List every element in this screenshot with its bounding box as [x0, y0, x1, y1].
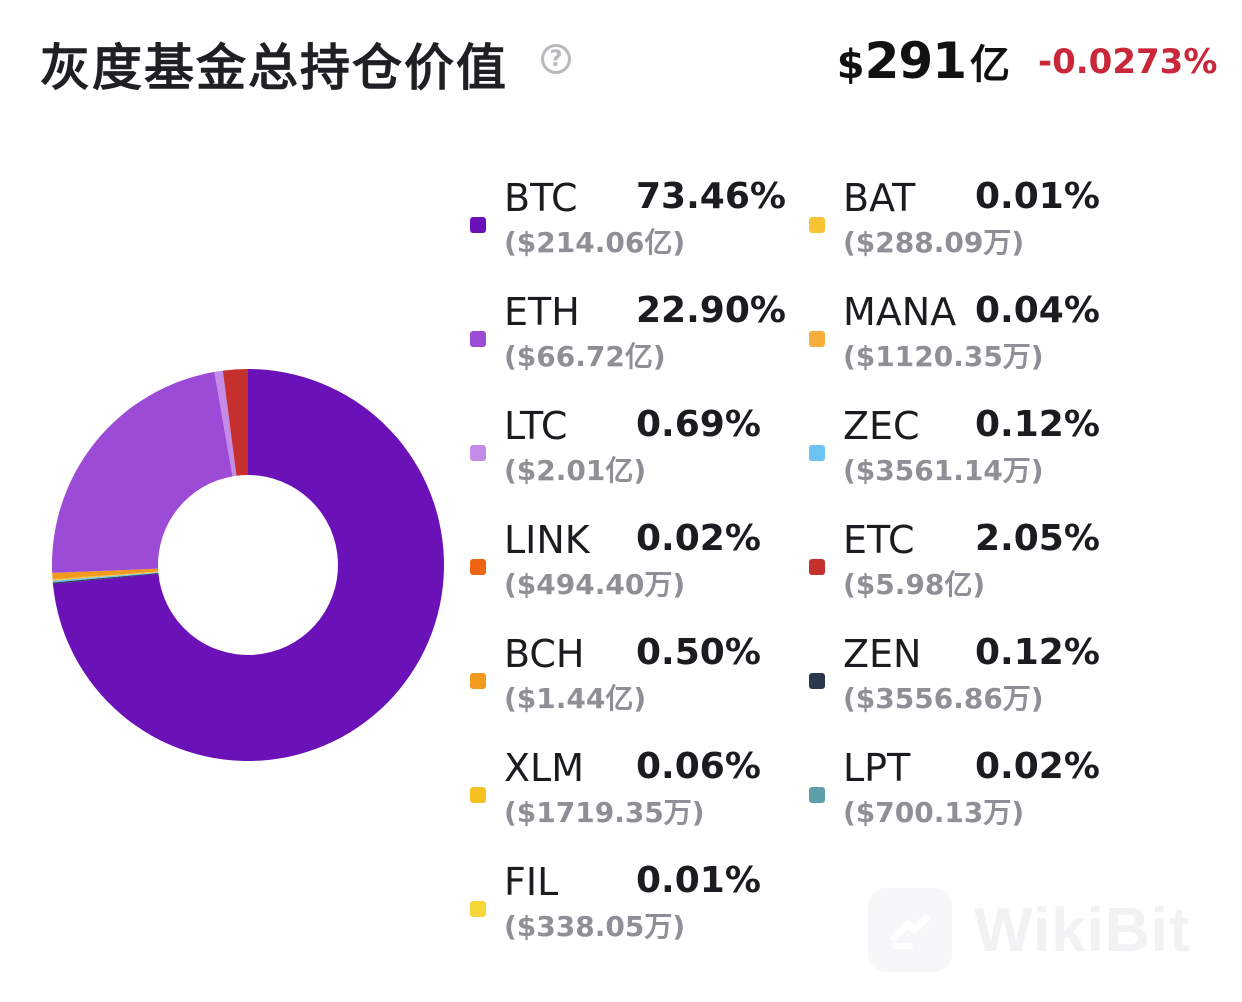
slice-zec[interactable] — [52, 572, 159, 583]
legend-percent: 22.90% — [636, 290, 786, 331]
legend-name: ZEN — [843, 632, 922, 676]
legend-swatch — [470, 787, 486, 803]
legend-item-xlm[interactable]: XLM 0.06% ($1719.35万) — [470, 746, 800, 846]
legend-swatch — [809, 331, 825, 347]
legend-swatch — [470, 445, 486, 461]
legend-amount: ($494.40万) — [504, 568, 686, 601]
legend-amount: ($5.98亿) — [843, 568, 986, 601]
slice-bat[interactable] — [52, 571, 159, 581]
legend-swatch — [470, 559, 486, 575]
legend-name: ETH — [504, 290, 580, 334]
legend-percent: 0.02% — [975, 746, 1100, 787]
legend-percent: 0.06% — [636, 746, 761, 787]
legend-swatch — [809, 559, 825, 575]
legend-name: BTC — [504, 176, 578, 220]
donut-chart — [52, 369, 444, 761]
legend-percent: 0.01% — [975, 176, 1100, 217]
wikibit-logo-icon — [868, 888, 952, 972]
slice-fil[interactable] — [52, 571, 159, 581]
legend-percent: 0.02% — [636, 518, 761, 559]
slice-zen[interactable] — [52, 573, 159, 584]
watermark-text: WikiBit — [974, 895, 1191, 965]
legend-percent: 0.12% — [975, 404, 1100, 445]
total-number: 291 — [864, 32, 967, 90]
legend-name: FIL — [504, 860, 559, 904]
legend-swatch — [809, 673, 825, 689]
legend-amount: ($338.05万) — [504, 910, 686, 943]
slice-etc[interactable] — [222, 369, 248, 476]
legend-percent: 0.50% — [636, 632, 761, 673]
slice-mana[interactable] — [52, 572, 159, 581]
slice-xlm[interactable] — [52, 571, 159, 581]
slice-btc[interactable] — [52, 369, 444, 761]
legend-percent: 0.04% — [975, 290, 1100, 331]
watermark: WikiBit — [868, 888, 1191, 972]
legend-item-lpt[interactable]: LPT 0.02% ($700.13万) — [809, 746, 1139, 846]
legend-item-btc[interactable]: BTC 73.46% ($214.06亿) — [470, 176, 800, 276]
legend-amount: ($3561.14万) — [843, 454, 1044, 487]
legend-item-zen[interactable]: ZEN 0.12% ($3556.86万) — [809, 632, 1139, 732]
legend-item-bat[interactable]: BAT 0.01% ($288.09万) — [809, 176, 1139, 276]
wikibit-logo-glyph — [890, 914, 930, 949]
legend-amount: ($288.09万) — [843, 226, 1025, 259]
legend-name: BCH — [504, 632, 585, 676]
legend-swatch — [470, 673, 486, 689]
legend-name: LINK — [504, 518, 590, 562]
legend-item-ltc[interactable]: LTC 0.69% ($2.01亿) — [470, 404, 800, 504]
slice-link[interactable] — [52, 571, 159, 580]
legend-swatch — [809, 217, 825, 233]
legend-amount: ($66.72亿) — [504, 340, 666, 373]
help-icon[interactable]: ? — [541, 44, 571, 74]
total-value: $291 亿 — [837, 32, 1010, 90]
legend-name: LTC — [504, 404, 568, 448]
legend-amount: ($700.13万) — [843, 796, 1025, 829]
total-currency: $ — [836, 42, 865, 88]
legend-item-fil[interactable]: FIL 0.01% ($338.05万) — [470, 860, 800, 960]
legend-swatch — [470, 217, 486, 233]
legend-percent: 0.69% — [636, 404, 761, 445]
legend-amount: ($214.06亿) — [504, 226, 686, 259]
slice-lpt[interactable] — [52, 572, 159, 583]
legend-percent: 0.01% — [636, 860, 761, 901]
change-percent: -0.0273% — [1038, 42, 1218, 82]
legend-item-etc[interactable]: ETC 2.05% ($5.98亿) — [809, 518, 1139, 618]
legend-name: BAT — [843, 176, 916, 220]
legend-name: ETC — [843, 518, 915, 562]
legend-swatch — [470, 901, 486, 917]
legend-item-mana[interactable]: MANA 0.04% ($1120.35万) — [809, 290, 1139, 390]
legend-name: ZEC — [843, 404, 920, 448]
page-title: 灰度基金总持仓价值 — [40, 39, 508, 97]
total-unit: 亿 — [970, 42, 1010, 88]
legend-swatch — [809, 787, 825, 803]
legend-amount: ($1719.35万) — [504, 796, 705, 829]
slice-bch[interactable] — [52, 568, 159, 580]
legend-amount: ($3556.86万) — [843, 682, 1044, 715]
legend-item-link[interactable]: LINK 0.02% ($494.40万) — [470, 518, 800, 618]
header: 灰度基金总持仓价值 ? $291 亿 -0.0273% — [0, 0, 1242, 120]
slice-ltc[interactable] — [214, 370, 237, 477]
legend-percent: 0.12% — [975, 632, 1100, 673]
legend-percent: 73.46% — [636, 176, 786, 217]
legend-percent: 2.05% — [975, 518, 1100, 559]
legend-swatch — [809, 445, 825, 461]
legend-item-eth[interactable]: ETH 22.90% ($66.72亿) — [470, 290, 800, 390]
slice-eth[interactable] — [52, 371, 233, 573]
legend-swatch — [470, 331, 486, 347]
legend-name: XLM — [504, 746, 584, 790]
legend-amount: ($2.01亿) — [504, 454, 647, 487]
legend-item-zec[interactable]: ZEC 0.12% ($3561.14万) — [809, 404, 1139, 504]
legend-name: MANA — [843, 290, 957, 334]
legend-amount: ($1120.35万) — [843, 340, 1044, 373]
legend-name: LPT — [843, 746, 911, 790]
legend-item-bch[interactable]: BCH 0.50% ($1.44亿) — [470, 632, 800, 732]
legend-amount: ($1.44亿) — [504, 682, 647, 715]
